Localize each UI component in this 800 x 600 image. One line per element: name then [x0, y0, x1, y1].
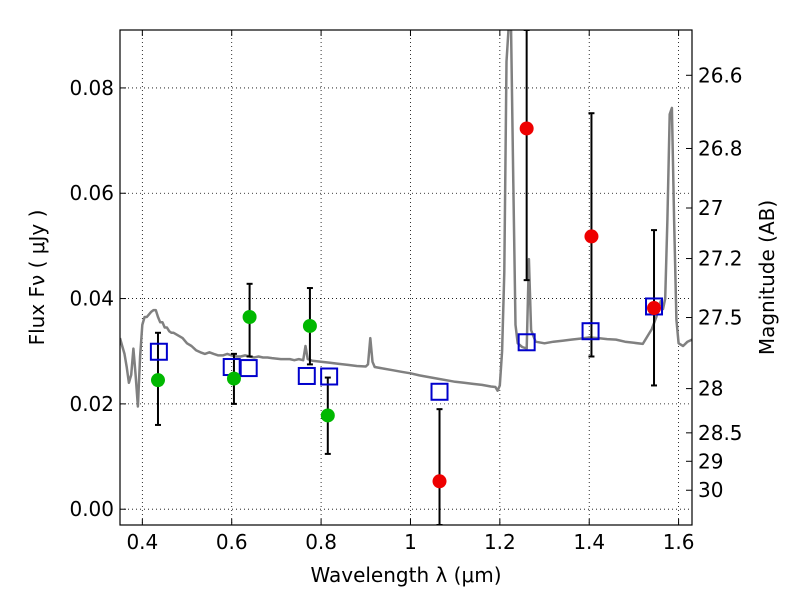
right-tick-label: 30 [698, 478, 723, 502]
x-tick-label: 1.6 [663, 530, 695, 554]
observed-point-marker [519, 121, 534, 136]
observed-point-marker [302, 318, 317, 333]
right-tick-label: 27.2 [698, 247, 743, 271]
observed-point-marker [150, 373, 165, 388]
y-axis-label: Flux Fν ( μJy ) [25, 210, 49, 346]
right-tick-label: 28 [698, 377, 723, 401]
model-spectrum [120, 30, 692, 408]
y-tick-label: 0.00 [69, 497, 114, 521]
observed-point-marker [647, 301, 662, 316]
spectrum-line [120, 30, 692, 408]
right-tick-label: 29 [698, 449, 723, 473]
model-square-marker [239, 359, 258, 378]
model-band-fluxes [149, 297, 664, 401]
model-square-marker [320, 367, 339, 386]
error-bars [154, 30, 658, 525]
right-tick-label: 27.5 [698, 306, 743, 330]
right-axis-ticks: 26.6 26.8 27 27.2 27.5 28 28.5 29 30 [686, 63, 743, 502]
x-tick-label: 0.8 [305, 530, 337, 554]
x-tick-label: 1 [404, 530, 417, 554]
observed-point-marker [242, 309, 257, 324]
right-tick-label: 26.8 [698, 136, 743, 160]
model-square-marker [297, 366, 316, 385]
y-tick-label: 0.02 [69, 392, 114, 416]
model-square-marker [581, 322, 600, 341]
x-tick-label: 1.4 [573, 530, 605, 554]
right-axis-label: Magnitude (AB) [755, 200, 779, 355]
right-tick-label: 27 [698, 196, 723, 220]
x-axis-label: Wavelength λ (μm) [310, 563, 501, 587]
x-tick-label: 1.2 [484, 530, 516, 554]
x-tick-label: 0.6 [216, 530, 248, 554]
right-tick-label: 26.6 [698, 63, 743, 87]
x-tick-label: 0.4 [126, 530, 158, 554]
observed-point-marker [584, 229, 599, 244]
model-square-marker [517, 333, 536, 352]
x-axis-ticks: 0.4 0.6 0.8 1 1.2 1.4 1.6 [126, 30, 695, 554]
observed-fluxes [150, 121, 662, 489]
right-tick-label: 28.5 [698, 421, 743, 445]
grid [120, 30, 692, 525]
observed-point-marker [226, 371, 241, 386]
y-axis-ticks: 0.00 0.02 0.04 0.06 0.08 [69, 76, 126, 521]
observed-point-marker [432, 474, 447, 489]
observed-point-marker [320, 408, 335, 423]
model-square-marker [430, 382, 449, 401]
plot-frame [119, 29, 693, 526]
y-tick-label: 0.04 [69, 287, 114, 311]
y-tick-label: 0.06 [69, 181, 114, 205]
y-tick-label: 0.08 [69, 76, 114, 100]
model-square-marker [149, 342, 168, 361]
